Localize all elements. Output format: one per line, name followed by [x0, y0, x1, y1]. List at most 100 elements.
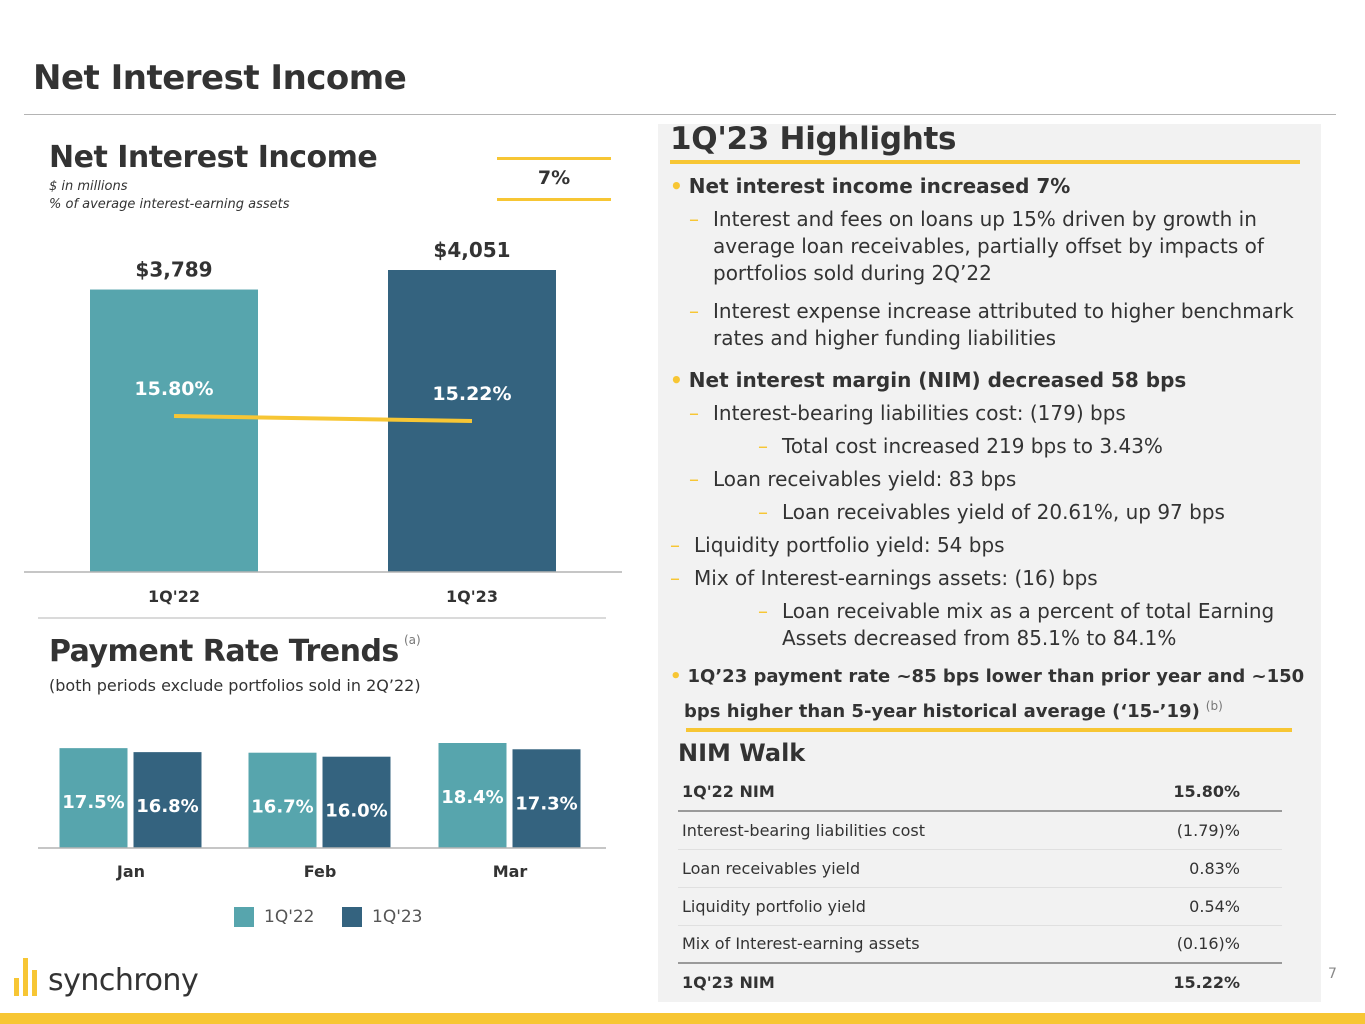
highlight-line-4: – Interest expense increase attributed to…	[689, 298, 1294, 325]
dash-icon: –	[758, 500, 768, 524]
legend-label-1q22: 1Q'22	[264, 907, 315, 927]
payment-rate-value-label-jan-1: 16.8%	[136, 796, 198, 817]
nim-walk-label: Mix of Interest-earning assets	[678, 925, 1095, 964]
logo-bars-icon	[14, 958, 42, 996]
nim-walk-row: 1Q'23 NIM 15.22%	[678, 962, 1282, 1001]
nim-data-label-1: 15.22%	[432, 383, 511, 405]
payment-rate-footnote-marker: (a)	[404, 633, 421, 647]
highlight-text: Interest-bearing liabilities cost: (179)…	[713, 401, 1126, 425]
dash-icon: –	[758, 434, 768, 458]
payment-rate-value-label-jan-0: 17.5%	[62, 792, 124, 813]
nim-walk-label: 1Q'23 NIM	[678, 962, 1095, 1001]
nim-walk-label: Interest-bearing liabilities cost	[678, 811, 1095, 850]
highlight-text: 1Q’23 payment rate ~85 bps lower than pr…	[687, 666, 1305, 687]
payment-rate-bar-feb-1	[322, 756, 391, 848]
payment-rate-value-label-feb-0: 16.7%	[251, 797, 313, 818]
dash-icon: –	[689, 401, 699, 425]
highlight-text: Liquidity portfolio yield: 54 bps	[694, 533, 1005, 557]
highlight-text: Loan receivable mix as a percent of tota…	[782, 599, 1275, 623]
highlight-text: Net interest income increased 7%	[688, 174, 1071, 198]
nii-chart-subtitle-percent: % of average interest-earning assets	[49, 197, 290, 212]
highlight-text: Total cost increased 219 bps to 3.43%	[782, 434, 1163, 458]
nim-trend-line	[173, 414, 473, 423]
legend-swatch-1q22	[234, 907, 254, 927]
dash-icon: –	[689, 207, 699, 231]
highlight-line-10: – Loan receivables yield of 20.61%, up 97…	[758, 499, 1225, 526]
nim-walk-label: 1Q'22 NIM	[678, 773, 1095, 812]
nim-walk-value: 0.54%	[1094, 887, 1282, 926]
highlight-text: average loan receivables, partially offs…	[713, 234, 1264, 258]
payment-rate-value-label-feb-1: 16.0%	[325, 801, 387, 822]
highlight-line-0: • Net interest income increased 7%	[670, 173, 1070, 200]
payment-rate-value-label-mar-1: 17.3%	[515, 793, 577, 814]
nim-walk-row: Interest-bearing liabilities cost (1.79)%	[678, 811, 1282, 850]
nim-walk-value: 15.80%	[1094, 773, 1282, 812]
nim-walk-row: Loan receivables yield 0.83%	[678, 849, 1282, 888]
nim-walk-value: (0.16)%	[1094, 925, 1282, 964]
nii-category-label-0: 1Q'22	[148, 587, 200, 606]
synchrony-logo: synchrony	[14, 958, 199, 998]
dash-icon: –	[689, 467, 699, 491]
highlights-bottom-rule	[686, 728, 1292, 732]
highlight-line-9: – Loan receivables yield: 83 bps	[689, 466, 1016, 493]
nii-category-label-1: 1Q'23	[446, 587, 498, 606]
highlight-line-7: – Interest-bearing liabilities cost: (179…	[689, 400, 1126, 427]
bullet-icon: •	[670, 368, 683, 392]
dash-icon: –	[689, 299, 699, 323]
page-number: 7	[1328, 966, 1337, 982]
payment-rate-bar-feb-0	[248, 752, 317, 848]
payment-rate-bar-chart: 17.5% 16.8% Jan 16.7% 16.0% Feb 18.4% 17.3% Mar	[38, 743, 606, 881]
legend-1q22: 1Q'22	[234, 907, 315, 927]
page-title: Net Interest Income	[33, 58, 407, 98]
nim-data-label-0: 15.80%	[134, 378, 213, 400]
payment-rate-category-label-0: Jan	[116, 862, 145, 881]
dash-icon: –	[758, 599, 768, 623]
payment-rate-subtitle: (both periods exclude portfolios sold in…	[49, 676, 421, 695]
dash-icon: –	[670, 566, 680, 590]
legend-label-1q23: 1Q'23	[372, 907, 423, 927]
highlight-line-12: – Mix of Interest-earnings assets: (16) b…	[670, 565, 1098, 592]
payment-rate-bar-mar-1	[512, 749, 581, 848]
highlight-line-11: – Liquidity portfolio yield: 54 bps	[670, 532, 1005, 559]
nii-bar-chart: $3,789 1Q'22 $4,051 1Q'23 15.80% 15.22%	[24, 238, 622, 619]
highlight-text: Loan receivables yield of 20.61%, up 97 …	[782, 500, 1225, 524]
nii-chart-title: Net Interest Income	[49, 140, 378, 175]
highlight-line-8: – Total cost increased 219 bps to 3.43%	[758, 433, 1163, 460]
highlight-line-16: bps higher than 5-year historical averag…	[684, 693, 1223, 725]
highlight-line-5: rates and higher funding liabilities	[713, 325, 1056, 352]
highlight-text: Interest expense increase attributed to …	[713, 299, 1294, 323]
nim-walk-value: (1.79)%	[1094, 811, 1282, 850]
highlight-line-6: • Net interest margin (NIM) decreased 58 …	[670, 367, 1186, 394]
nim-walk-value: 0.83%	[1094, 849, 1282, 888]
nii-value-label-0: $3,789	[135, 258, 212, 282]
highlight-text: Loan receivables yield: 83 bps	[713, 467, 1017, 491]
logo-wordmark: synchrony	[48, 963, 199, 998]
nii-bar-0	[90, 289, 258, 572]
highlight-line-15: • 1Q’23 payment rate ~85 bps lower than p…	[670, 663, 1304, 690]
highlight-line-2: average loan receivables, partially offs…	[713, 233, 1264, 260]
payment-rate-category-label-2: Mar	[493, 862, 528, 881]
payment-rate-value-label-mar-0: 18.4%	[441, 787, 503, 808]
highlight-text: Interest and fees on loans up 15% driven…	[713, 207, 1257, 231]
highlights-title: 1Q'23 Highlights	[670, 121, 957, 157]
highlight-line-14: Assets decreased from 85.1% to 84.1%	[782, 625, 1176, 652]
payment-rate-bar-mar-0	[438, 743, 507, 848]
highlight-text: bps higher than 5-year historical averag…	[684, 701, 1200, 722]
nim-walk-row: Mix of Interest-earning assets (0.16)%	[678, 925, 1282, 964]
highlights-title-rule	[670, 160, 1300, 164]
nim-walk-row: Liquidity portfolio yield 0.54%	[678, 887, 1282, 926]
nii-value-label-1: $4,051	[433, 238, 510, 262]
legend-1q23: 1Q'23	[342, 907, 423, 927]
bullet-icon: •	[670, 666, 682, 687]
dash-icon: –	[670, 533, 680, 557]
highlight-footnote-marker: (b)	[1205, 699, 1223, 713]
highlight-line-13: – Loan receivable mix as a percent of tot…	[758, 598, 1274, 625]
payment-rate-category-label-1: Feb	[304, 862, 337, 881]
highlight-text: Assets decreased from 85.1% to 84.1%	[782, 626, 1177, 650]
nim-walk-label: Liquidity portfolio yield	[678, 887, 1095, 926]
payment-rate-bar-jan-1	[133, 752, 202, 848]
nim-walk-table: 1Q'22 NIM 15.80% Interest-bearing liabilit…	[678, 773, 1282, 1001]
payment-rate-bar-jan-0	[59, 748, 128, 848]
nim-walk-value: 15.22%	[1094, 962, 1282, 1001]
legend-swatch-1q23	[342, 907, 362, 927]
